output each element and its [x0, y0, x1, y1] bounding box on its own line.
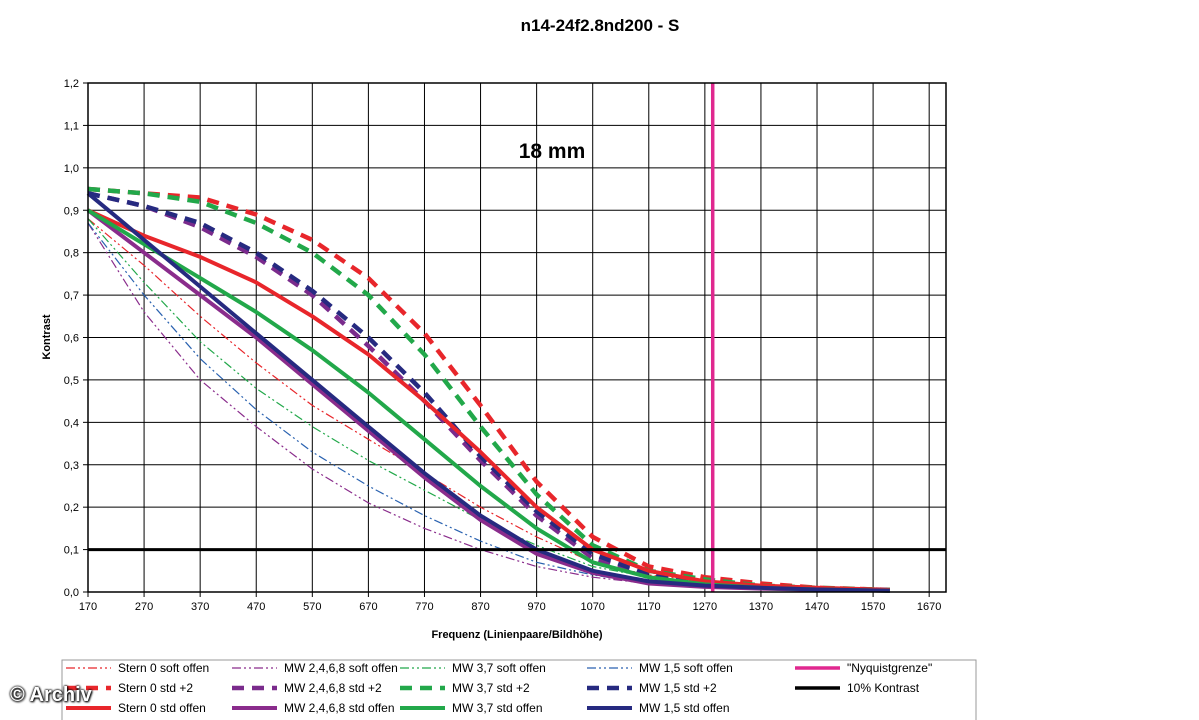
legend-label: MW 2,4,6,8 std +2	[284, 681, 382, 695]
y-tick-label: 1,0	[64, 163, 79, 175]
x-tick-label: 1570	[861, 601, 885, 613]
series-line	[87, 208, 890, 592]
legend-label: MW 2,4,6,8 std offen	[284, 701, 395, 715]
legend-label: Stern 0 std +2	[118, 681, 193, 695]
x-tick-label: 670	[359, 601, 377, 613]
series-line	[87, 218, 890, 591]
grid	[83, 82, 946, 597]
legend-label: MW 2,4,6,8 soft offen	[284, 661, 398, 675]
legend-label: MW 1,5 std +2	[639, 681, 717, 695]
legend-label: MW 3,7 soft offen	[452, 661, 546, 675]
x-tick-label: 1070	[580, 601, 604, 613]
series-line	[86, 208, 890, 593]
reference-lines	[88, 83, 946, 592]
x-tick-label: 870	[471, 601, 489, 613]
x-tick-label: 270	[135, 601, 153, 613]
y-tick-label: 0,3	[64, 460, 79, 472]
y-tick-label: 1,2	[64, 78, 79, 90]
x-tick-labels: 170 270 370 470 570 670 770 870 970 1070 1170 1270 1…	[79, 601, 942, 613]
x-tick-label: 470	[247, 601, 265, 613]
legend-box	[61, 659, 977, 720]
y-tick-label: 0,6	[64, 333, 79, 345]
y-tick-label: 0,5	[64, 375, 79, 387]
y-tick-label: 0,0	[64, 587, 79, 599]
y-tick-label: 0,2	[64, 502, 79, 514]
x-tick-label: 170	[79, 601, 97, 613]
legend-label: "Nyquistgrenze"	[847, 661, 932, 675]
legend-label: MW 3,7 std +2	[452, 681, 530, 695]
x-tick-label: 1270	[693, 601, 717, 613]
x-tick-label: 370	[191, 601, 209, 613]
legend: Stern 0 soft offen MW 2,4,6,8 soft offen M…	[61, 659, 977, 720]
y-tick-label: 0,7	[64, 290, 79, 302]
y-tick-label: 0,4	[64, 417, 79, 429]
series-line	[86, 191, 890, 593]
chart-title: n14-24f2.8nd200 - S	[521, 16, 680, 35]
legend-label: Stern 0 soft offen	[118, 661, 209, 675]
plot-frame	[87, 82, 947, 593]
x-tick-label: 970	[527, 601, 545, 613]
series-line	[87, 222, 890, 592]
focal-length-annotation: 18 mm	[519, 140, 586, 163]
x-tick-label: 1670	[917, 601, 941, 613]
y-axis-label: Kontrast	[41, 314, 53, 360]
y-tick-label: 1,1	[64, 120, 79, 132]
watermark: © Archiv	[10, 684, 92, 706]
y-tick-labels: 0,0 0,1 0,2 0,3 0,4 0,5 0,6 0,7 0,8 0,9 1,0 1,1 1,2	[64, 78, 79, 599]
series-line	[87, 186, 890, 593]
legend-label: 10% Kontrast	[847, 681, 920, 695]
y-tick-label: 0,1	[64, 545, 79, 557]
legend-label: MW 1,5 soft offen	[639, 661, 733, 675]
legend-label: MW 1,5 std offen	[639, 701, 730, 715]
y-tick-label: 0,9	[64, 205, 79, 217]
series-line	[87, 218, 890, 591]
x-tick-label: 570	[303, 601, 321, 613]
series-line	[87, 222, 890, 592]
x-tick-label: 1370	[749, 601, 773, 613]
x-axis-label: Frequenz (Linienpaare/Bildhöhe)	[431, 629, 602, 641]
y-tick-label: 0,8	[64, 248, 79, 260]
series-layer	[86, 186, 890, 593]
series-line	[86, 208, 890, 593]
legend-label: Stern 0 std offen	[118, 701, 206, 715]
x-tick-label: 1470	[805, 601, 829, 613]
legend-label: MW 3,7 std offen	[452, 701, 543, 715]
x-tick-label: 1170	[637, 601, 661, 613]
x-tick-label: 770	[415, 601, 433, 613]
series-line	[87, 186, 890, 593]
